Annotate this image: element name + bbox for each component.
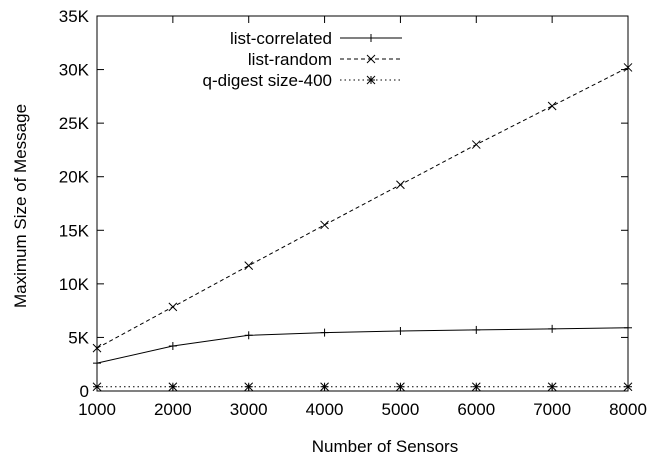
- data-point: [471, 140, 481, 149]
- x-tick-label: 8000: [609, 400, 647, 419]
- data-point: [472, 325, 481, 334]
- data-point: [396, 382, 405, 392]
- chart-ticks: 1000 2000 3000 4000 5000 6000 7000 8000 0 5K 10K 15…: [59, 7, 647, 419]
- series-line: [96, 66, 629, 349]
- series-q-digest-size-400: [92, 382, 633, 392]
- y-tick-label: 35K: [59, 7, 90, 26]
- data-point: [320, 220, 329, 230]
- data-point-mark: [244, 382, 254, 392]
- y-tick-label: 0: [80, 382, 89, 401]
- y-tick-label: 20K: [59, 168, 90, 187]
- x-tick-label: 1000: [78, 400, 116, 419]
- y-tick-label: 15K: [59, 221, 90, 240]
- x-tick-label: 3000: [230, 400, 268, 419]
- data-point: [320, 328, 329, 337]
- plot-frame: [96, 15, 629, 392]
- data-point: [623, 382, 633, 392]
- data-point-mark: [320, 382, 329, 392]
- legend-item: q-digest size-400: [203, 71, 402, 90]
- data-point-mark: [547, 101, 557, 111]
- data-point-mark: [244, 261, 254, 270]
- data-point: [320, 382, 329, 392]
- data-point-mark: [471, 382, 481, 392]
- data-point-mark: [623, 63, 633, 72]
- x-tick-label: 2000: [154, 400, 192, 419]
- data-point-mark: [168, 302, 178, 312]
- y-tick-label: 25K: [59, 114, 90, 133]
- data-point-mark: [92, 343, 102, 353]
- data-point: [92, 382, 102, 392]
- data-point-mark: [168, 382, 178, 392]
- data-point-mark: [471, 140, 481, 149]
- x-axis-title: Number of Sensors: [312, 437, 458, 456]
- legend-item: list-random: [248, 50, 402, 69]
- legend-label: list-random: [248, 50, 332, 69]
- x-tick-label: 6000: [457, 400, 495, 419]
- data-point-mark: [623, 382, 633, 392]
- data-point-mark: [547, 382, 557, 392]
- y-axis-title: Maximum Size of Message: [11, 104, 30, 308]
- data-point: [548, 324, 557, 333]
- x-tick-label: 5000: [382, 400, 420, 419]
- data-point-mark: [396, 180, 405, 190]
- series-line: [96, 327, 629, 364]
- y-tick-label: 10K: [59, 275, 90, 294]
- data-point: [244, 261, 254, 270]
- data-point: [547, 382, 557, 392]
- series-list-random: [92, 63, 633, 353]
- chart-axes: [96, 15, 629, 392]
- data-point: [93, 359, 101, 368]
- data-point: [471, 382, 481, 392]
- x-tick-label: 4000: [306, 400, 344, 419]
- data-point: [396, 180, 405, 190]
- data-point: [396, 327, 405, 335]
- legend-item: list-correlated: [230, 29, 402, 48]
- data-point-mark: [320, 220, 329, 230]
- data-point-mark: [396, 382, 405, 392]
- y-tick-label: 5K: [68, 328, 89, 347]
- data-point: [168, 302, 178, 312]
- data-point: [623, 63, 633, 72]
- data-point: [244, 382, 254, 392]
- data-point: [547, 101, 557, 111]
- legend-label: q-digest size-400: [203, 71, 332, 90]
- data-point: [244, 331, 253, 340]
- chart-series: [92, 63, 633, 392]
- data-point-mark: [366, 75, 376, 85]
- data-point: [168, 382, 178, 392]
- x-tick-label: 7000: [533, 400, 571, 419]
- data-point-mark: [366, 54, 376, 64]
- data-point: [624, 323, 632, 332]
- legend-label: list-correlated: [230, 29, 332, 48]
- data-point-mark: [92, 382, 102, 392]
- y-tick-label: 30K: [59, 61, 90, 80]
- series-list-correlated: [93, 323, 632, 368]
- chart-legend: list-correlated list-random q-digest size-…: [203, 29, 402, 90]
- data-point: [168, 342, 177, 350]
- data-point: [92, 343, 102, 353]
